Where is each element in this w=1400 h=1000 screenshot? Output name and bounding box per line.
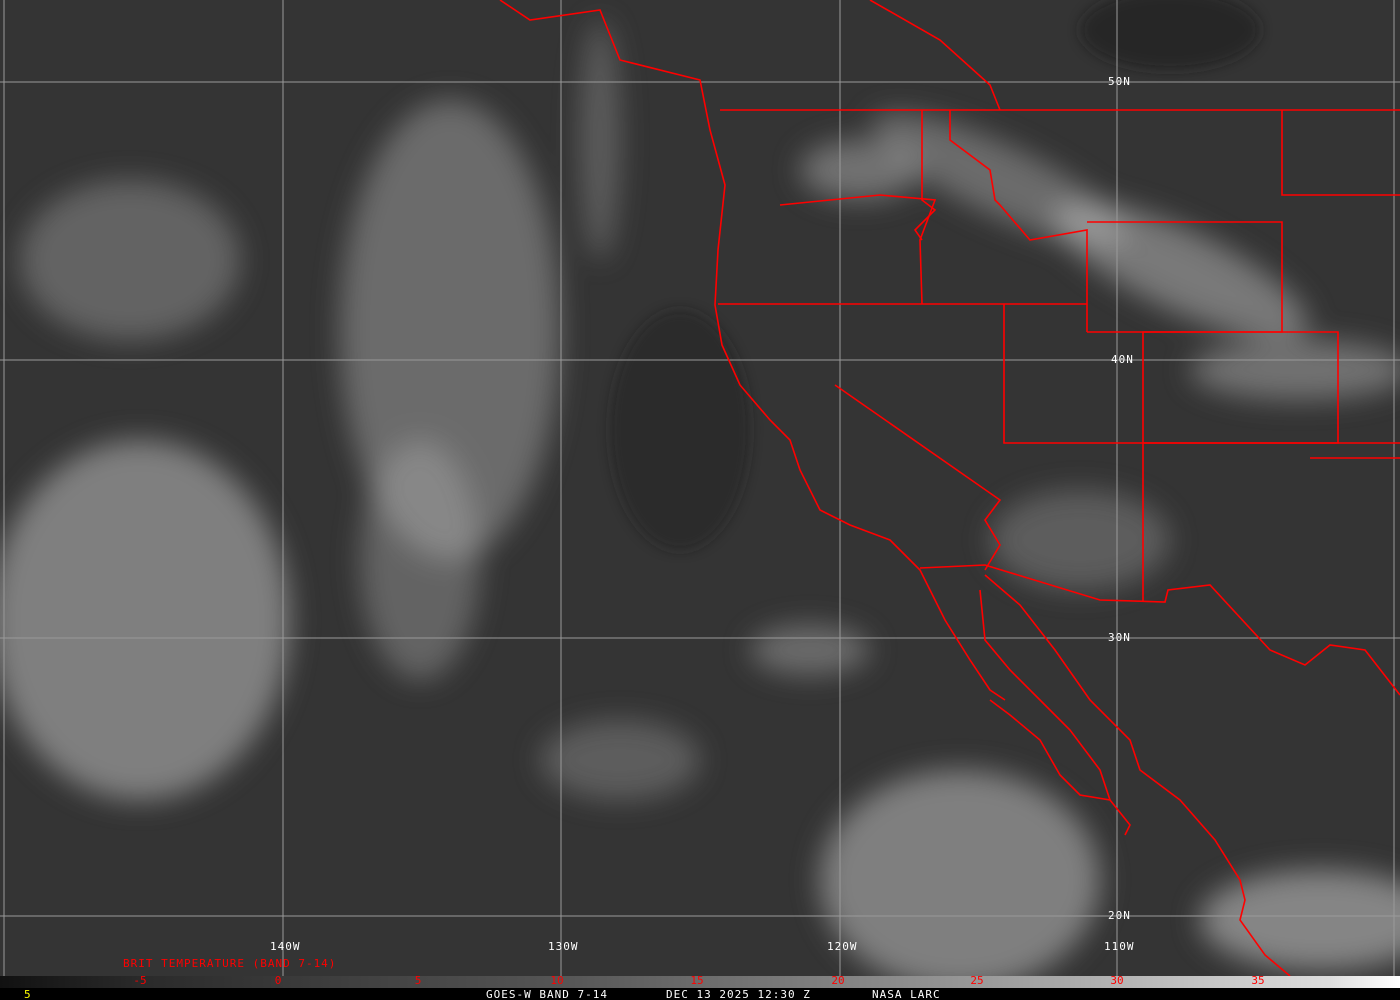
lat-label-30n: 30N: [1108, 631, 1131, 644]
coastline-baja-west: [989, 699, 1131, 836]
product-label: BRIT TEMPERATURE (BAND 7-14): [123, 957, 337, 970]
scale-tick: 25: [970, 974, 984, 987]
political-boundaries: [499, 0, 1400, 976]
us-mexico-border: [919, 564, 1400, 696]
id-mt-border: [949, 110, 1088, 332]
dark-ocean: [610, 0, 1260, 550]
scale-tick: 15: [690, 974, 704, 987]
scale-tick: 5: [414, 974, 422, 987]
satellite-image: [0, 0, 1400, 976]
lon-label-140w: 140W: [270, 940, 301, 953]
satellite-band: GOES-W BAND 7-14: [486, 988, 608, 1000]
scale-tick: 20: [831, 974, 845, 987]
info-footer: 5 GOES-W BAND 7-14 DEC 13 2025 12:30 Z N…: [0, 988, 1400, 1000]
lon-label-120w: 120W: [827, 940, 858, 953]
lon-label-110w: 110W: [1104, 940, 1135, 953]
lat-label-20n: 20N: [1108, 909, 1131, 922]
coastline-baja-gulf: [979, 589, 1111, 801]
coastline-west: [499, 0, 1006, 701]
id-border: [913, 110, 937, 241]
lat-label-50n: 50N: [1108, 75, 1131, 88]
lon-label-130w: 130W: [548, 940, 579, 953]
wa-or-border: [779, 194, 937, 305]
ca-nv-border: [834, 384, 1002, 571]
nv-ut-border: [1003, 304, 1339, 602]
cloud-layer: [0, 20, 1400, 976]
bc-coast: [869, 0, 1001, 111]
scale-tick: 0: [274, 974, 282, 987]
corner-value: 5: [24, 988, 32, 1000]
coastline-mexico: [984, 574, 1291, 976]
scale-tick: 35: [1251, 974, 1265, 987]
temperature-color-scale: -5 0 5 10 15 20 25 30 35: [0, 974, 1400, 988]
scale-tick: 30: [1110, 974, 1124, 987]
scale-tick: -5: [133, 974, 147, 987]
mt-border: [1281, 110, 1400, 196]
lat-label-40n: 40N: [1111, 353, 1134, 366]
credit: NASA LARC: [872, 988, 941, 1000]
image-datetime: DEC 13 2025 12:30 Z: [666, 988, 811, 1000]
scale-tick: 10: [550, 974, 564, 987]
